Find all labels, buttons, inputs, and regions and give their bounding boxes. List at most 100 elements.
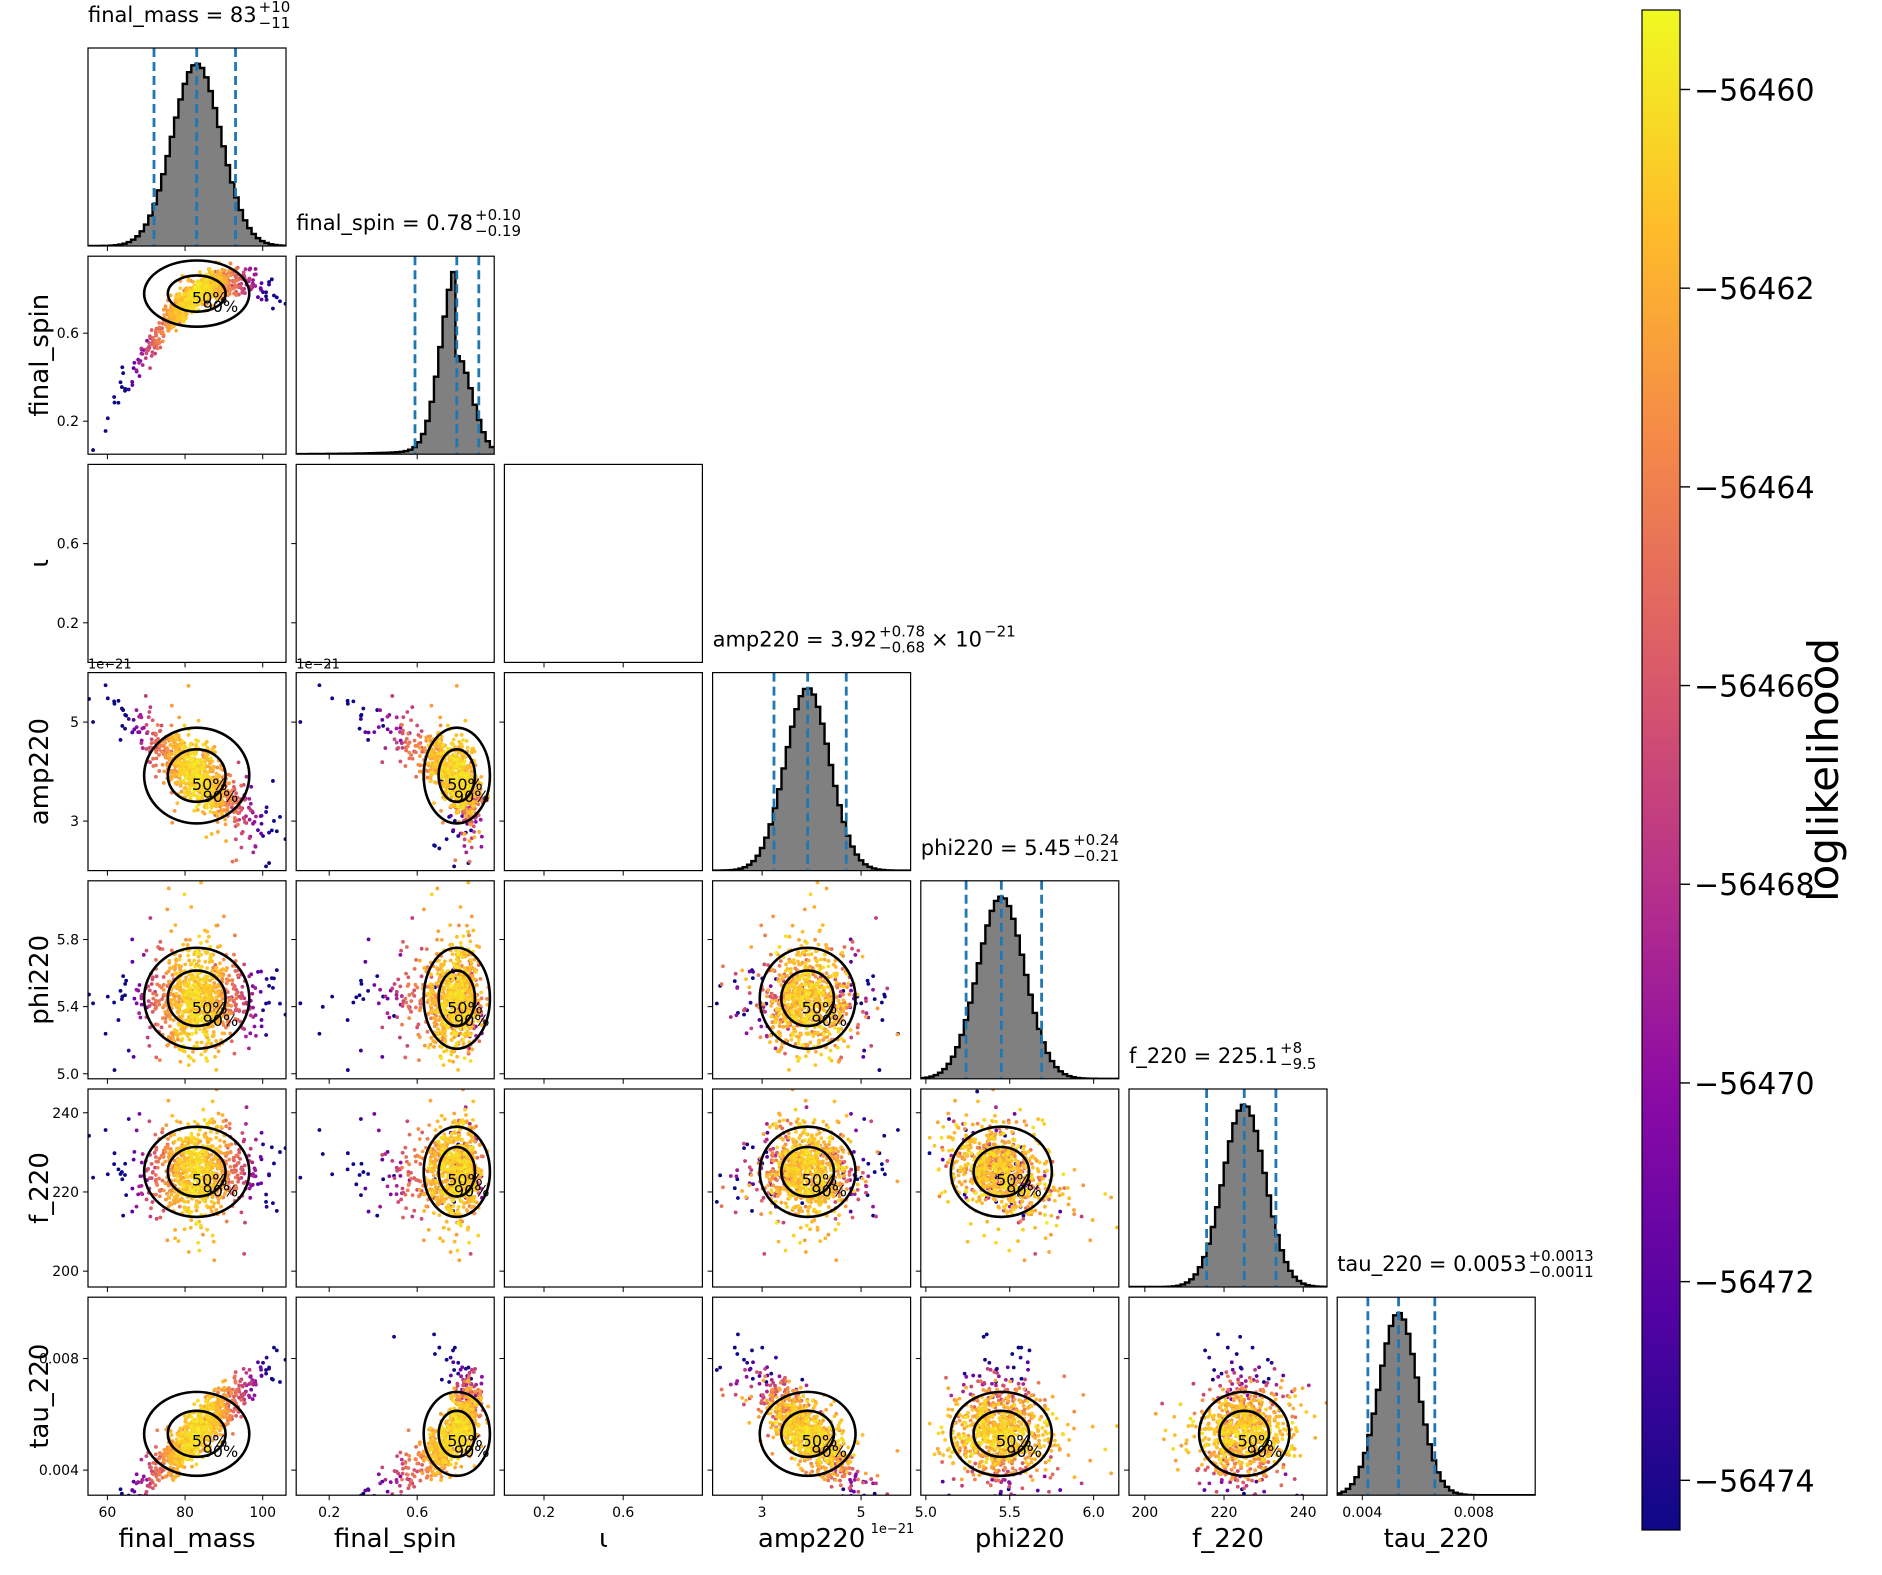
- sample-point: [60, 1021, 64, 1025]
- sample-point: [203, 778, 207, 783]
- sample-point: [175, 780, 180, 785]
- sample-point: [426, 1045, 431, 1050]
- sample-point: [283, 837, 286, 842]
- sample-point: [177, 760, 182, 765]
- sample-point: [144, 948, 149, 953]
- sample-point: [180, 1048, 185, 1053]
- sample-point: [471, 928, 476, 933]
- sample-point: [190, 977, 194, 982]
- sample-point: [191, 1058, 196, 1063]
- sample-point: [130, 959, 135, 964]
- sample-point: [354, 995, 359, 1000]
- sample-point: [181, 988, 186, 993]
- sample-point: [173, 740, 177, 745]
- sample-point: [214, 290, 219, 295]
- sample-point: [850, 939, 855, 944]
- sample-point: [229, 1039, 234, 1044]
- sample-point: [447, 985, 451, 990]
- sample-point: [186, 1010, 191, 1014]
- sample-point: [228, 997, 233, 1001]
- sample-point: [171, 745, 176, 750]
- sample-point: [833, 1022, 837, 1027]
- sample-point: [466, 990, 471, 995]
- sample-point: [289, 993, 293, 997]
- sample-point: [171, 1018, 176, 1022]
- sample-point: [445, 746, 450, 751]
- sample-point: [361, 913, 365, 917]
- sample-point: [359, 712, 364, 717]
- panel-iota-phi220: [499, 880, 703, 1084]
- sample-point: [196, 954, 201, 959]
- sample-point: [192, 299, 196, 304]
- sample-point: [468, 1020, 473, 1025]
- sample-point: [443, 1008, 448, 1013]
- sample-point: [123, 982, 128, 986]
- sample-point: [254, 1033, 258, 1038]
- sample-point: [186, 278, 191, 283]
- sample-point: [148, 916, 153, 920]
- sample-point: [456, 950, 460, 955]
- sample-point: [470, 747, 475, 751]
- sample-point: [444, 995, 448, 1000]
- sample-point: [211, 801, 216, 806]
- sample-point: [452, 819, 457, 823]
- sample-point: [171, 992, 176, 997]
- sample-point: [467, 839, 472, 843]
- sample-point: [148, 366, 152, 371]
- sample-point: [461, 1041, 466, 1046]
- sample-point: [226, 978, 231, 983]
- sample-point: [472, 977, 477, 982]
- sample-point: [203, 278, 208, 283]
- sample-point: [190, 1018, 195, 1023]
- sample-point: [456, 965, 461, 970]
- sample-point: [220, 1020, 225, 1025]
- sample-point: [366, 988, 371, 993]
- contour-label: 90%: [454, 787, 490, 806]
- sample-point: [155, 982, 160, 987]
- sample-point: [173, 734, 178, 739]
- sample-point: [750, 976, 755, 981]
- sample-point: [759, 1024, 764, 1029]
- sample-point: [147, 988, 152, 993]
- marginal-minus-amp220: −0.68: [879, 639, 925, 657]
- sample-point: [439, 808, 443, 813]
- sample-point: [198, 965, 203, 970]
- sample-point: [155, 1022, 160, 1027]
- sample-point: [442, 986, 446, 991]
- sample-point: [453, 752, 458, 757]
- sample-point: [429, 892, 434, 897]
- sample-point: [140, 363, 145, 367]
- sample-point: [180, 1014, 185, 1019]
- sample-point: [414, 957, 418, 962]
- sample-point: [434, 762, 438, 767]
- sample-point: [299, 843, 303, 847]
- sample-point: [330, 994, 335, 999]
- sample-point: [144, 747, 149, 751]
- sample-point: [469, 961, 474, 966]
- sample-point: [463, 954, 468, 959]
- sample-point: [112, 400, 117, 405]
- sample-point: [431, 990, 436, 995]
- sample-point: [218, 944, 223, 948]
- sample-point: [189, 751, 193, 756]
- sample-point: [317, 683, 322, 688]
- sample-point: [375, 974, 380, 979]
- sample-point: [744, 1031, 749, 1036]
- sample-point: [151, 335, 156, 340]
- sample-point: [473, 788, 478, 793]
- panel-iota-amp220: [499, 671, 703, 876]
- sample-point: [450, 942, 455, 947]
- sample-point: [762, 962, 767, 967]
- sample-point: [880, 1018, 885, 1022]
- sample-point: [204, 773, 208, 778]
- sample-point: [436, 1018, 441, 1022]
- sample-point: [773, 1046, 778, 1051]
- sample-point: [412, 988, 417, 993]
- sample-point: [220, 994, 225, 999]
- sample-point: [140, 746, 145, 750]
- sample-point: [428, 1009, 433, 1014]
- sample-point: [179, 789, 184, 794]
- sample-point: [103, 429, 108, 433]
- sample-point: [468, 822, 473, 827]
- sample-point: [237, 1008, 242, 1013]
